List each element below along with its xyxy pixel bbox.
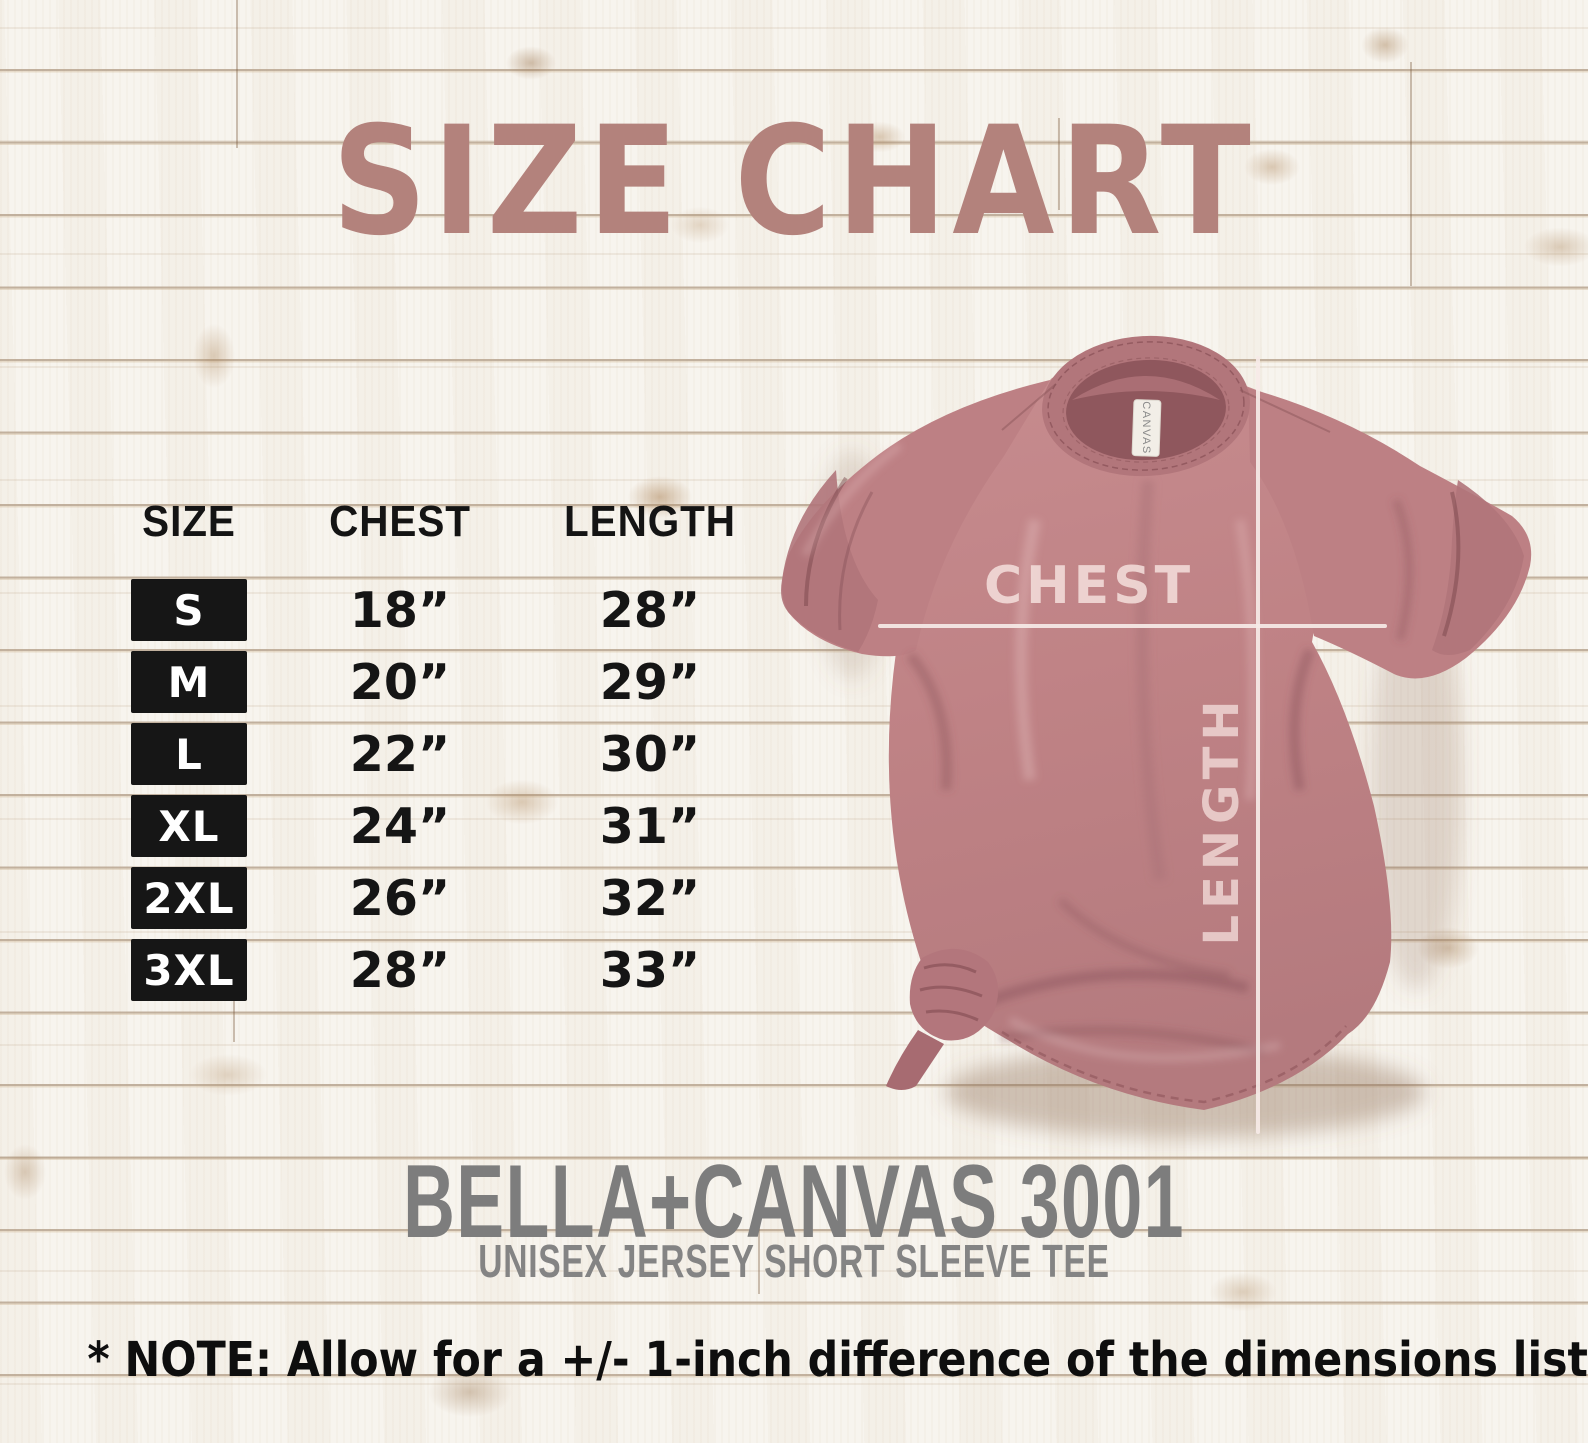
shirt-knot: [886, 948, 999, 1090]
table-row: M 20” 29”: [0, 651, 800, 713]
shoulder-seam: [1001, 383, 1057, 431]
chest-value: 22”: [349, 726, 451, 783]
wood-seam: [236, 0, 238, 148]
chest-value: 28”: [349, 942, 451, 999]
size-badge: S: [131, 579, 247, 641]
length-value: 30”: [599, 726, 701, 783]
size-badge: 3XL: [131, 939, 247, 1001]
wood-seam: [1058, 118, 1060, 210]
neck-tag: CANVAS: [1131, 399, 1162, 457]
note-text: * NOTE: Allow for a +/- 1-inch differenc…: [87, 1332, 1588, 1388]
product-subtitle: UNISEX JERSEY SHORT SLEEVE TEE: [478, 1235, 1110, 1287]
table-row: XL 24” 31”: [0, 795, 800, 857]
length-value: 31”: [599, 798, 701, 855]
product-name: BELLA+CANVAS 3001: [403, 1144, 1185, 1260]
chest-value: 26”: [349, 870, 451, 927]
column-header-chest: CHEST: [329, 497, 471, 546]
chest-value: 24”: [349, 798, 451, 855]
column-header-size: SIZE: [142, 497, 236, 546]
size-badge: L: [131, 723, 247, 785]
chest-label: CHEST: [984, 556, 1195, 616]
length-value: 29”: [599, 654, 701, 711]
size-badge: XL: [131, 795, 247, 857]
cuff-seam: [838, 491, 874, 631]
length-value: 32”: [599, 870, 701, 927]
shoulder-seam: [1239, 389, 1331, 433]
size-badge: M: [131, 651, 247, 713]
table-row: S 18” 28”: [0, 579, 800, 641]
hem-stitching: [1001, 1025, 1347, 1104]
chest-value: 20”: [349, 654, 451, 711]
table-row: 2XL 26” 32”: [0, 867, 800, 929]
chest-measure-line: [878, 624, 1387, 628]
fabric-wrinkles: [801, 441, 1414, 1062]
neck-tag-label: CANVAS: [1140, 401, 1152, 454]
cuff-seam: [1442, 491, 1461, 637]
table-row: 3XL 28” 33”: [0, 939, 800, 1001]
chest-value: 18”: [349, 582, 451, 639]
size-badge: 2XL: [131, 867, 247, 929]
length-value: 33”: [599, 942, 701, 999]
right-cuff-fold: [1432, 480, 1524, 655]
page-title: SIZE CHART: [331, 95, 1257, 269]
column-header-length: LENGTH: [564, 497, 736, 546]
collar: CANVAS: [1001, 335, 1331, 477]
table-row: L 22” 30”: [0, 723, 800, 785]
wood-seam: [758, 1222, 760, 1294]
wood-seam: [233, 962, 235, 1042]
wood-seam: [1410, 62, 1412, 286]
length-measure-line: [1256, 356, 1260, 1134]
length-label: LENGTH: [1194, 694, 1250, 946]
length-value: 28”: [599, 582, 701, 639]
left-cuff-fold: [781, 470, 878, 652]
